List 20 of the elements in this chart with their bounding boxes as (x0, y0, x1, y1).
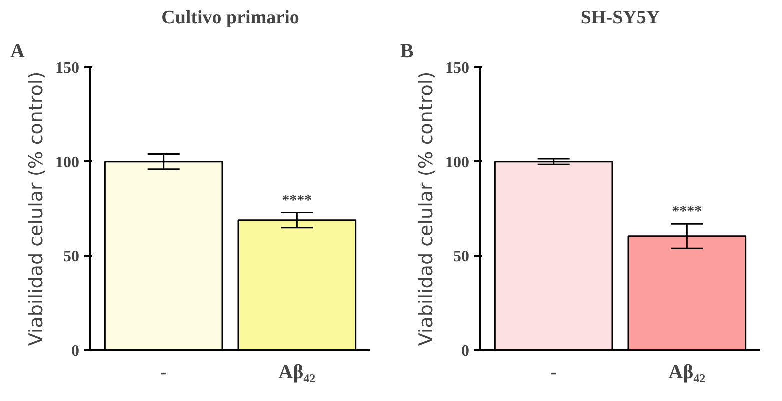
y-tick-label: 100 (446, 154, 470, 172)
y-axis-title: Viabilidad celular (% control) (26, 72, 48, 346)
y-tick-label: 100 (56, 154, 80, 172)
x-tick-label: Aβ₄₂ (278, 362, 316, 384)
text: A (10, 40, 26, 62)
y-tick-label: 0 (462, 343, 470, 360)
x-tick-label: - (550, 362, 558, 384)
y-axis-title: Viabilidad celular (% control) (416, 72, 438, 346)
y-tick-label: 0 (72, 343, 80, 360)
y-tick-label: 50 (64, 248, 80, 266)
text: B (400, 40, 414, 62)
x-tick-label: - (160, 362, 168, 384)
y-tick-label: 150 (56, 60, 80, 77)
annotation: **** (672, 204, 702, 220)
chart-title: SH-SY5Y (580, 8, 660, 28)
y-tick-label: 150 (446, 60, 470, 77)
annotation: **** (282, 192, 312, 209)
chart-title: Cultivo primario (162, 8, 300, 28)
y-tick-label: 50 (454, 248, 470, 266)
x-tick-label: Aβ₄₂ (668, 362, 706, 384)
